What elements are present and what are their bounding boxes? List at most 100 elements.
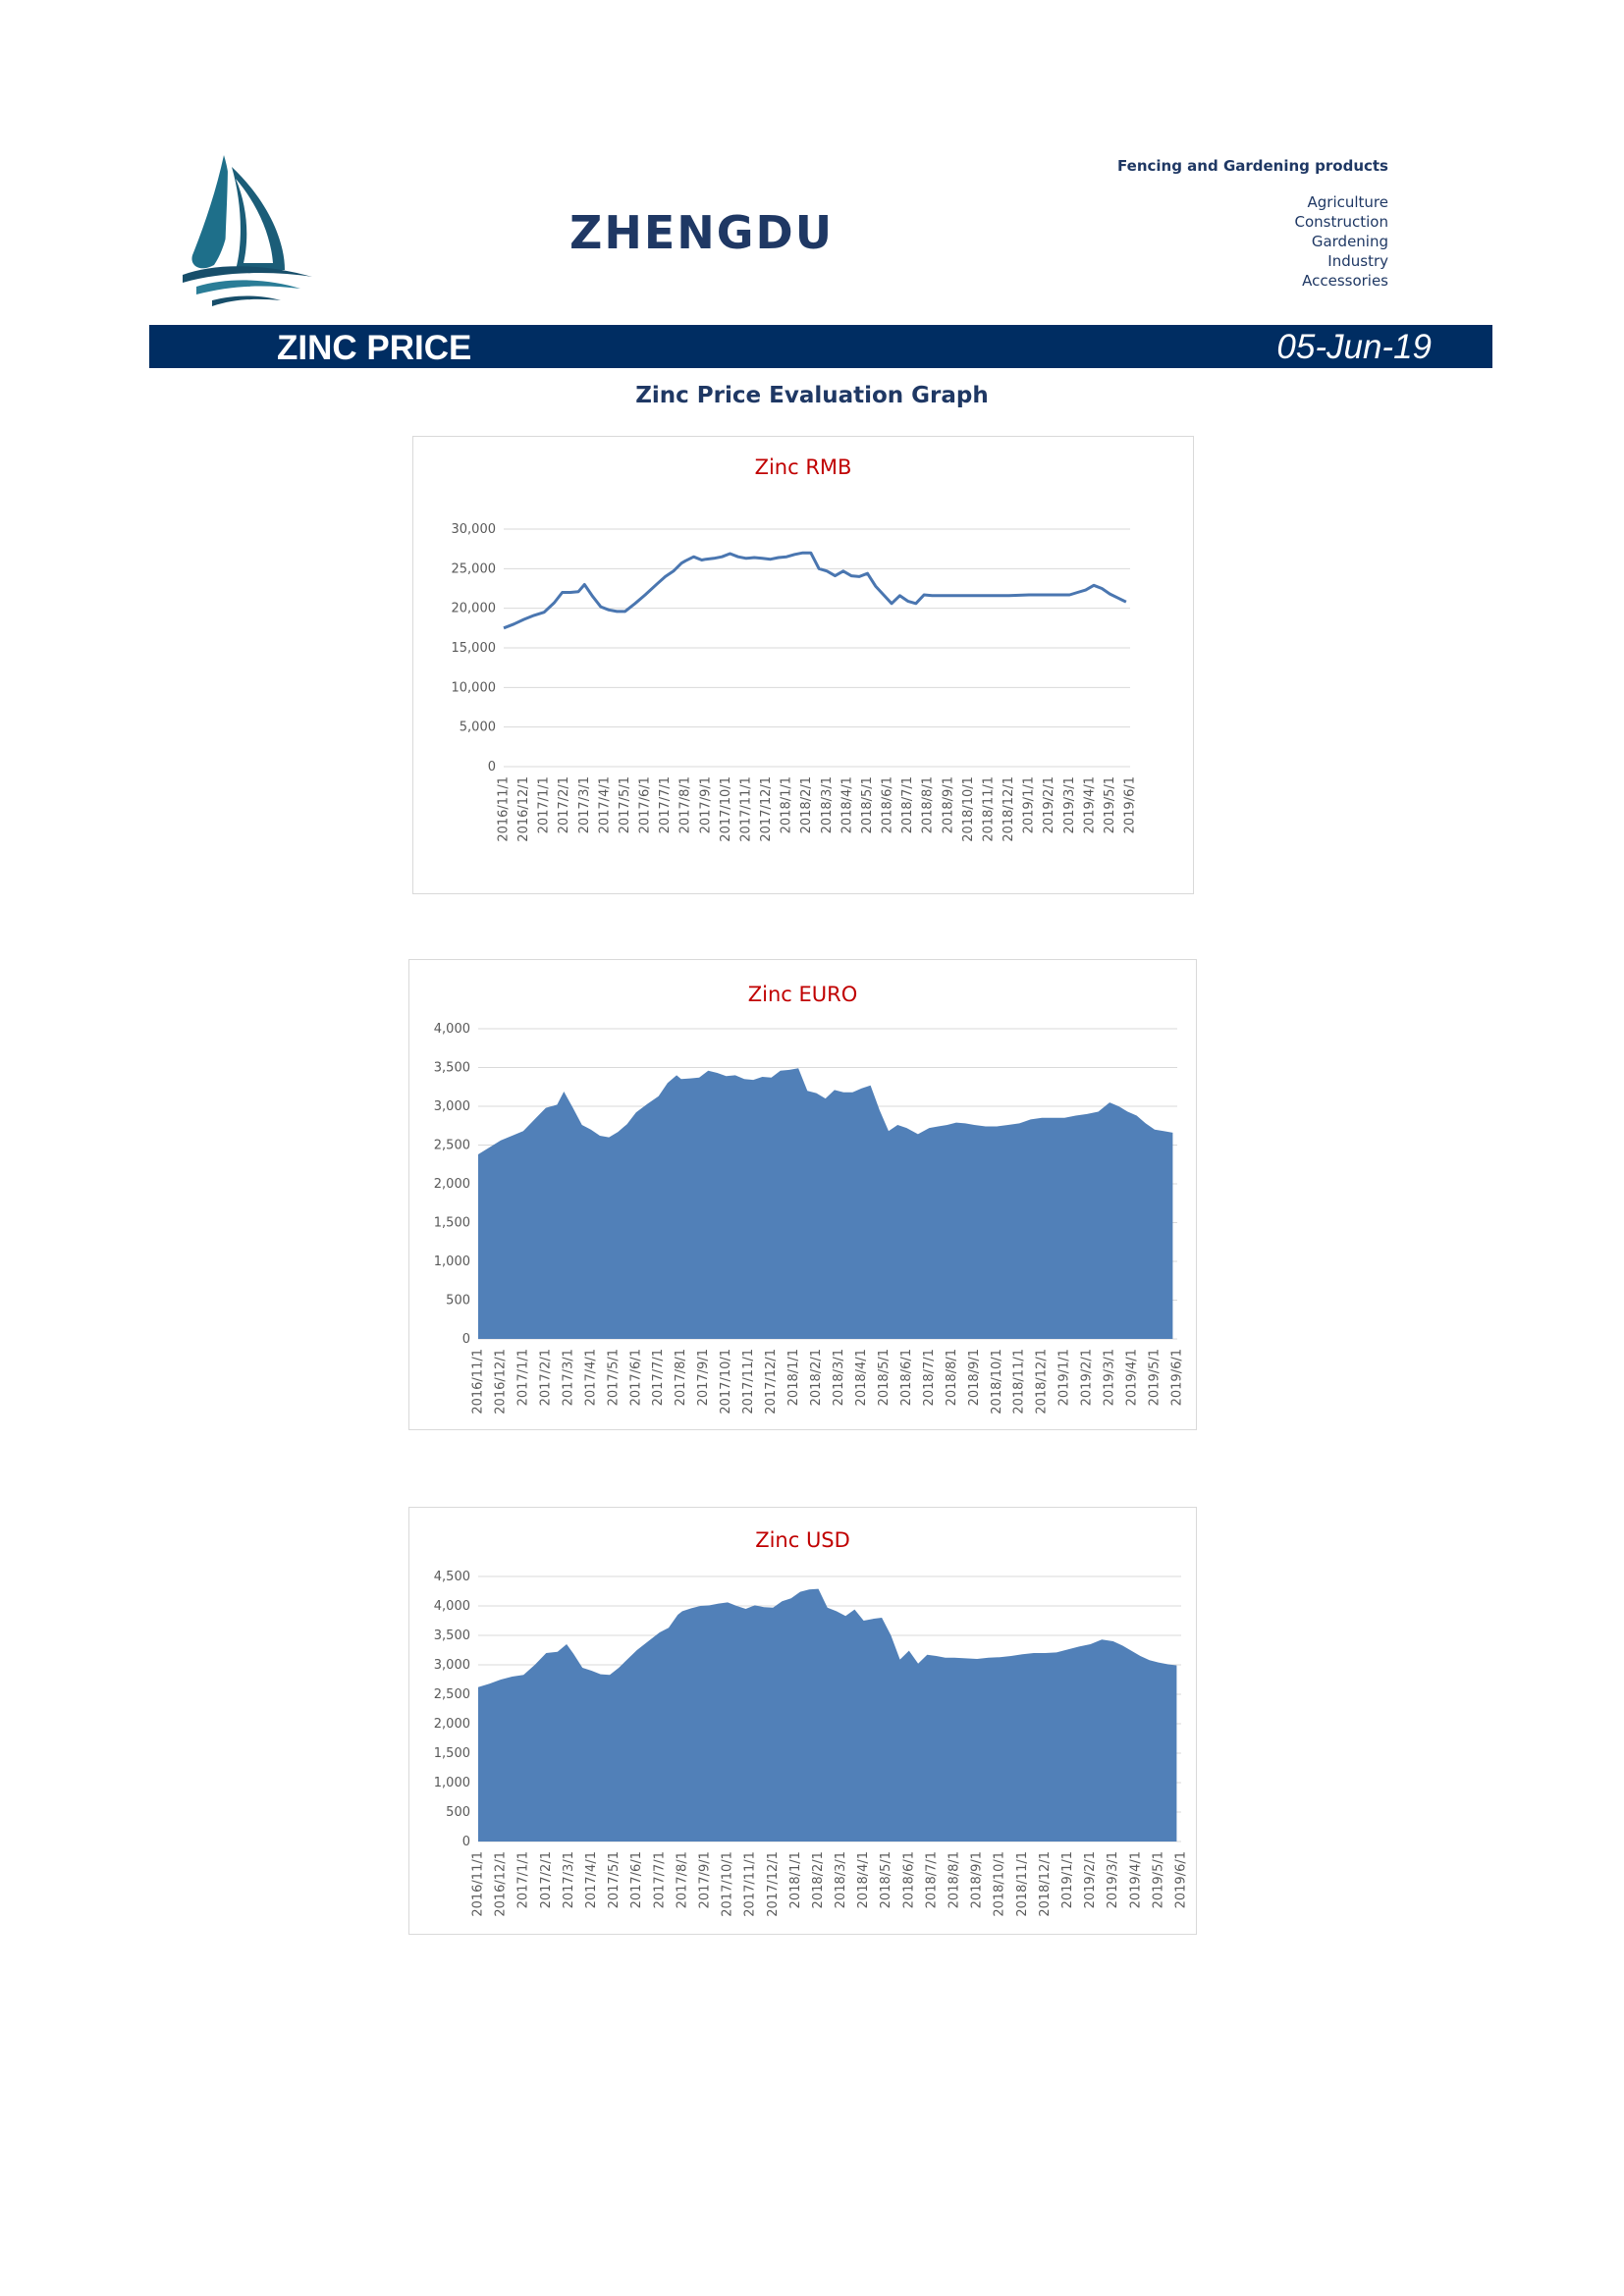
x-tick-label: 2017/3/1 xyxy=(562,1851,576,1908)
x-tick-label: 2018/6/1 xyxy=(881,776,895,833)
y-tick-label: 1,500 xyxy=(434,1746,470,1761)
x-tick-label: 2018/7/1 xyxy=(900,776,915,833)
x-tick-label: 2017/1/1 xyxy=(515,1349,530,1406)
chart-usd-area-series xyxy=(478,1588,1177,1842)
y-tick-label: 0 xyxy=(462,1332,470,1347)
x-tick-label: 2017/1/1 xyxy=(516,1851,531,1908)
y-tick-label: 500 xyxy=(446,1294,470,1308)
x-tick-label: 2017/7/1 xyxy=(651,1349,666,1406)
chart-euro-svg: Zinc EURO 0 500 1,000 1,500 2,000 2,500 3,000 3,… xyxy=(434,983,1185,1415)
x-tick-label: 2017/6/1 xyxy=(638,776,653,833)
x-tick-label: 2019/3/1 xyxy=(1103,1349,1117,1406)
x-tick-label: 2017/5/1 xyxy=(606,1349,621,1406)
x-tick-label: 2018/9/1 xyxy=(967,1349,982,1406)
x-tick-label: 2018/7/1 xyxy=(922,1349,937,1406)
x-tick-label: 2019/6/1 xyxy=(1170,1349,1185,1406)
x-tick-label: 2016/12/1 xyxy=(516,776,531,842)
x-tick-label: 2018/4/1 xyxy=(839,776,854,833)
x-tick-label: 2019/4/1 xyxy=(1128,1851,1143,1908)
x-tick-label: 2018/12/1 xyxy=(1038,1851,1053,1917)
title-banner: ZINC PRICE 05-Jun-19 xyxy=(149,325,1492,368)
chart-euro-area-series xyxy=(478,1068,1173,1339)
sailboat-icon xyxy=(183,155,312,306)
y-tick-label: 0 xyxy=(462,1835,470,1849)
page-title: Zinc Price Evaluation Graph xyxy=(635,383,989,408)
category-construction: Construction xyxy=(1294,213,1388,231)
category-industry: Industry xyxy=(1327,252,1388,270)
banner-title: ZINC PRICE xyxy=(277,329,472,367)
y-tick-label: 15,000 xyxy=(452,641,497,656)
y-tick-label: 3,500 xyxy=(434,1061,470,1076)
y-tick-label: 2,500 xyxy=(434,1139,470,1153)
x-tick-label: 2019/4/1 xyxy=(1125,1349,1140,1406)
x-tick-label: 2018/1/1 xyxy=(786,1349,801,1406)
x-tick-label: 2017/2/1 xyxy=(539,1851,554,1908)
x-tick-label: 2019/5/1 xyxy=(1151,1851,1165,1908)
x-tick-label: 2019/1/1 xyxy=(1057,1349,1072,1406)
x-tick-label: 2016/12/1 xyxy=(494,1349,509,1415)
y-tick-label: 2,000 xyxy=(434,1717,470,1732)
sailboat-logo-icon xyxy=(175,147,322,309)
x-tick-label: 2017/5/1 xyxy=(607,1851,622,1908)
x-tick-label: 2017/7/1 xyxy=(658,776,673,833)
x-tick-label: 2019/2/1 xyxy=(1083,1851,1098,1908)
x-tick-label: 2019/1/1 xyxy=(1060,1851,1075,1908)
y-tick-label: 3,000 xyxy=(434,1099,470,1114)
x-tick-label: 2017/11/1 xyxy=(743,1851,758,1917)
x-tick-label: 2018/10/1 xyxy=(993,1851,1007,1917)
brand-name: ZHENGDU xyxy=(569,206,835,259)
x-tick-label: 2018/1/1 xyxy=(788,1851,803,1908)
x-tick-label: 2017/7/1 xyxy=(652,1851,667,1908)
x-tick-label: 2018/8/1 xyxy=(921,776,936,833)
chart-rmb: Zinc RMB 0 5,000 10,000 15,000 20,000 25,000 30… xyxy=(412,436,1194,894)
y-tick-label: 2,000 xyxy=(434,1177,470,1192)
x-tick-label: 2016/12/1 xyxy=(494,1851,509,1917)
x-tick-label: 2018/11/1 xyxy=(1015,1851,1030,1917)
x-tick-label: 2018/9/1 xyxy=(970,1851,985,1908)
y-tick-label: 2,500 xyxy=(434,1687,470,1702)
x-tick-label: 2018/7/1 xyxy=(924,1851,939,1908)
y-tick-label: 4,000 xyxy=(434,1022,470,1037)
x-tick-label: 2017/6/1 xyxy=(628,1349,643,1406)
y-tick-label: 20,000 xyxy=(452,602,497,616)
x-tick-label: 2017/12/1 xyxy=(759,776,774,842)
y-tick-label: 0 xyxy=(488,760,496,774)
x-tick-label: 2017/8/1 xyxy=(675,1851,689,1908)
y-tick-label: 5,000 xyxy=(460,721,496,735)
x-tick-label: 2017/2/1 xyxy=(557,776,571,833)
x-tick-label: 2017/8/1 xyxy=(678,776,693,833)
x-tick-label: 2018/8/1 xyxy=(947,1851,962,1908)
x-tick-label: 2017/10/1 xyxy=(719,1349,733,1415)
chart-usd-title: Zinc USD xyxy=(755,1528,850,1552)
x-tick-label: 2017/9/1 xyxy=(698,776,713,833)
x-tick-label: 2017/5/1 xyxy=(618,776,632,833)
chart-euro: Zinc EURO 0 500 1,000 1,500 2,000 2,500 3,000 3,… xyxy=(408,959,1197,1430)
y-tick-label: 1,000 xyxy=(434,1776,470,1790)
x-tick-label: 2017/11/1 xyxy=(739,776,754,842)
x-tick-label: 2017/9/1 xyxy=(696,1349,711,1406)
x-tick-label: 2018/12/1 xyxy=(1035,1349,1050,1415)
x-tick-label: 2018/2/1 xyxy=(809,1349,824,1406)
x-tick-label: 2018/11/1 xyxy=(1012,1349,1027,1415)
x-tick-label: 2017/8/1 xyxy=(674,1349,688,1406)
x-tick-label: 2019/2/1 xyxy=(1080,1349,1095,1406)
x-tick-label: 2017/3/1 xyxy=(561,1349,575,1406)
x-tick-label: 2018/12/1 xyxy=(1001,776,1016,842)
chart-usd-svg: Zinc USD 0 500 1,000 1,500 2,000 2,500 3,000 3,5… xyxy=(434,1528,1189,1917)
x-tick-label: 2018/5/1 xyxy=(860,776,875,833)
x-tick-label: 2018/3/1 xyxy=(820,776,835,833)
x-tick-label: 2017/4/1 xyxy=(597,776,612,833)
banner-date: 05-Jun-19 xyxy=(1276,328,1432,366)
category-accessories: Accessories xyxy=(1302,272,1388,290)
x-tick-label: 2018/4/1 xyxy=(854,1349,869,1406)
x-tick-label: 2019/5/1 xyxy=(1103,776,1117,833)
chart-euro-title: Zinc EURO xyxy=(748,983,858,1006)
x-tick-label: 2018/4/1 xyxy=(856,1851,871,1908)
y-tick-label: 10,000 xyxy=(452,680,497,695)
x-tick-label: 2018/10/1 xyxy=(961,776,976,842)
x-tick-label: 2016/11/1 xyxy=(471,1349,486,1415)
product-categories: Fencing and Gardening products Agricultu… xyxy=(1117,157,1388,291)
x-tick-label: 2017/4/1 xyxy=(584,1851,599,1908)
x-tick-label: 2017/11/1 xyxy=(741,1349,756,1415)
chart-rmb-title: Zinc RMB xyxy=(755,455,852,479)
